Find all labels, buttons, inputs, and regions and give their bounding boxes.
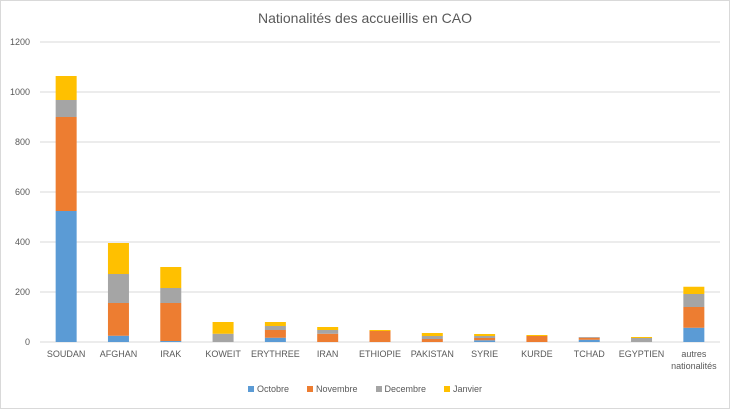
bar-segment-decembre xyxy=(107,274,129,303)
bar-segment-novembre xyxy=(264,330,286,338)
bar-segment-decembre xyxy=(683,294,705,307)
bar-segment-octobre xyxy=(474,340,496,342)
bar-segment-novembre xyxy=(421,339,443,342)
bar-segment-decembre xyxy=(212,333,234,342)
bar-segment-novembre xyxy=(369,331,391,342)
x-tick-label: ETHIOPIE xyxy=(359,349,401,359)
bar-segment-janvier xyxy=(107,243,129,274)
bar-segment-decembre xyxy=(421,336,443,339)
y-tick-label: 0 xyxy=(25,337,30,347)
bar-segment-octobre xyxy=(578,339,600,342)
legend-item: Octobre xyxy=(247,384,289,394)
bar-segment-janvier xyxy=(160,267,182,288)
x-tick-label: EGYPTIEN xyxy=(619,349,665,359)
y-tick-label: 1000 xyxy=(10,87,30,97)
bar-segment-janvier xyxy=(474,334,496,336)
bar-segment-janvier xyxy=(526,335,548,336)
x-tick-label: ERYTHREE xyxy=(251,349,300,359)
bar-segment-janvier xyxy=(212,322,234,334)
bar-segment-janvier xyxy=(421,333,443,336)
legend-label: Novembre xyxy=(315,384,358,394)
bar-segment-decembre xyxy=(264,326,286,330)
bar-segment-novembre xyxy=(683,307,705,328)
y-tick-label: 800 xyxy=(15,137,30,147)
bar-segment-novembre xyxy=(317,333,339,342)
bar-segment-octobre xyxy=(55,211,77,342)
legend-swatch xyxy=(444,386,451,392)
y-tick-label: 1200 xyxy=(10,37,30,47)
legend-label: Decembre xyxy=(384,384,427,394)
x-tick-label: IRAK xyxy=(160,349,181,359)
chart-title: Nationalités des accueillis en CAO xyxy=(258,10,472,26)
legend-swatch xyxy=(375,386,382,392)
bar-segment-janvier xyxy=(683,286,705,294)
bar-segment-novembre xyxy=(526,336,548,342)
bar-segment-novembre xyxy=(474,338,496,341)
legend-item: Decembre xyxy=(375,384,427,394)
bar-segment-decembre xyxy=(474,336,496,338)
x-tick-label: SYRIE xyxy=(471,349,498,359)
bar-segment-janvier xyxy=(317,327,339,330)
y-tick-label: 600 xyxy=(15,187,30,197)
bar-segment-octobre xyxy=(264,337,286,342)
legend: Octobre Novembre Decembre Janvier xyxy=(0,384,730,394)
y-tick-label: 200 xyxy=(15,287,30,297)
x-tick-label: AFGHAN xyxy=(100,349,138,359)
bar-segment-janvier xyxy=(369,330,391,331)
legend-label: Janvier xyxy=(453,384,483,394)
bar-segment-decembre xyxy=(631,338,653,342)
y-tick-label: 400 xyxy=(15,237,30,247)
x-tick-label: TCHAD xyxy=(574,349,605,359)
bar-segment-novembre xyxy=(107,303,129,336)
bar-segment-decembre xyxy=(160,288,182,303)
bar-segment-janvier xyxy=(631,337,653,338)
legend-item: Novembre xyxy=(306,384,358,394)
legend-swatch xyxy=(247,386,254,392)
bar-segment-octobre xyxy=(683,327,705,342)
legend-swatch xyxy=(306,386,313,392)
x-tick-label: PAKISTAN xyxy=(411,349,454,359)
bar-segment-novembre xyxy=(55,117,77,211)
bar-segment-octobre xyxy=(160,341,182,342)
x-tick-label: autres xyxy=(681,349,707,359)
x-tick-label: KURDE xyxy=(521,349,553,359)
bar-segment-janvier xyxy=(55,76,77,100)
x-tick-label: nationalités xyxy=(671,361,717,371)
bar-segment-octobre xyxy=(107,335,129,342)
bar-segment-decembre xyxy=(55,100,77,117)
legend-item: Janvier xyxy=(444,384,482,394)
bar-segment-decembre xyxy=(578,337,600,338)
legend-label: Octobre xyxy=(256,384,289,394)
bar-segment-novembre xyxy=(578,337,600,340)
bar-segment-decembre xyxy=(317,330,339,334)
bar-segment-janvier xyxy=(264,322,286,326)
x-tick-label: KOWEIT xyxy=(205,349,241,359)
x-tick-label: SOUDAN xyxy=(47,349,86,359)
bar-segment-novembre xyxy=(160,303,182,341)
x-tick-label: IRAN xyxy=(317,349,339,359)
